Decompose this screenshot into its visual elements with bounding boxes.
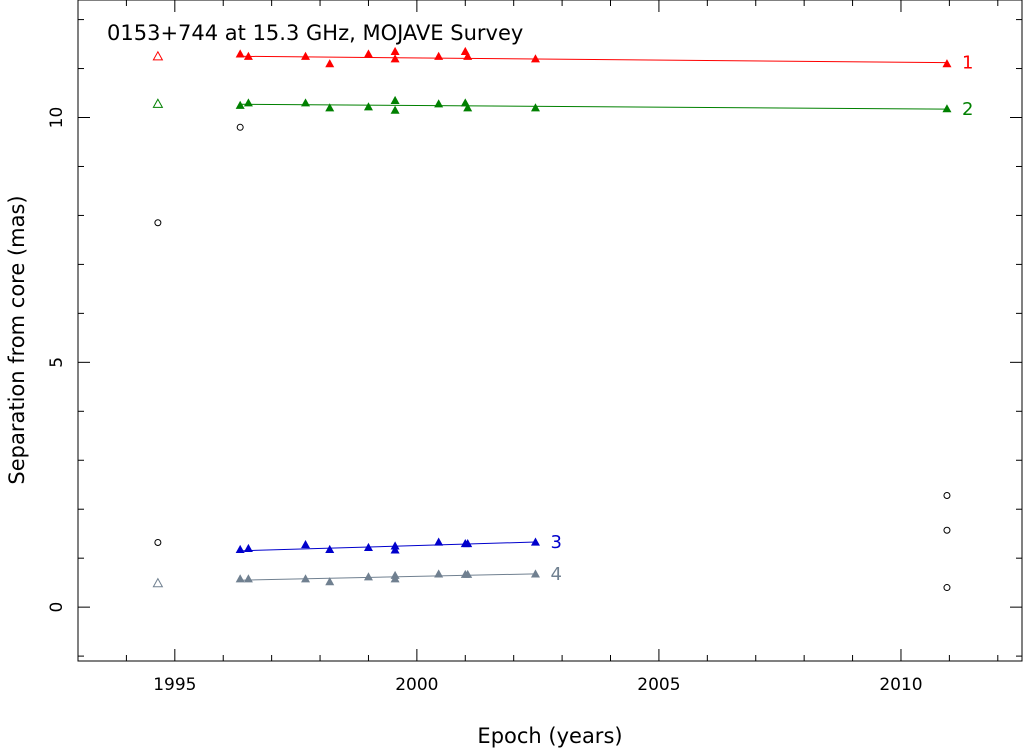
fit-lines: [240, 55, 947, 581]
point-series-1: [243, 51, 253, 60]
point-series-3: [363, 542, 373, 552]
point-series-1: [301, 51, 311, 60]
open-point-series-2: [152, 98, 164, 108]
point-series-2: [942, 104, 952, 113]
y-tick-label: 0: [47, 602, 67, 613]
open-circle-point: [236, 123, 244, 131]
point-series-4: [235, 574, 245, 583]
point-series-1: [235, 49, 245, 58]
point-series-4: [363, 572, 373, 581]
point-series-4: [301, 574, 311, 583]
chart-title: 0153+744 at 15.3 GHz, MOJAVE Survey: [107, 21, 523, 45]
point-series-2: [390, 95, 400, 104]
point-series-1: [530, 54, 540, 63]
data-markers: [152, 46, 952, 592]
point-series-3: [301, 539, 311, 549]
y-axis-label: Separation from core (mas): [5, 195, 29, 484]
series-label-2: 2: [962, 99, 973, 120]
series-labels: 1 2 3 4: [550, 53, 973, 585]
series-label-4: 4: [550, 564, 561, 585]
open-point-series-4: [152, 577, 164, 588]
x-tick-label: 1995: [153, 675, 196, 695]
point-series-2: [301, 98, 311, 107]
x-axis-label: Epoch (years): [477, 724, 622, 748]
open-point-series-1: [152, 50, 164, 61]
point-series-3: [390, 545, 400, 554]
fit-line-2: [240, 103, 947, 110]
point-series-2: [243, 98, 253, 107]
x-tick-label: 2005: [637, 675, 680, 695]
point-series-2: [235, 100, 245, 109]
fit-line-4: [240, 573, 536, 581]
point-series-3: [463, 538, 473, 548]
point-series-2: [390, 105, 400, 114]
point-series-2: [325, 103, 335, 112]
point-series-1: [325, 59, 335, 68]
x-tick-label: 2000: [395, 675, 438, 695]
axis-ticks: 1995 2000 2005 2010 0 5 10: [47, 0, 1022, 695]
point-series-4: [434, 569, 444, 578]
point-series-1: [463, 51, 473, 60]
point-series-3: [243, 543, 253, 552]
open-circle-point: [943, 492, 951, 500]
point-series-1: [434, 51, 444, 60]
point-series-2: [463, 103, 473, 112]
point-series-1: [390, 54, 400, 63]
series-label-1: 1: [962, 53, 973, 74]
point-series-3: [325, 544, 335, 553]
point-series-3: [434, 537, 444, 546]
point-series-2: [530, 103, 540, 112]
open-circle-point: [943, 526, 951, 534]
point-series-1: [363, 49, 373, 58]
plot-frame: [77, 0, 1023, 662]
fit-line-3: [240, 541, 536, 552]
fit-line-1: [240, 55, 947, 64]
point-series-3: [235, 544, 245, 553]
point-series-3: [530, 537, 540, 546]
open-circle-point: [154, 539, 162, 547]
point-series-1: [390, 46, 400, 56]
point-series-1: [942, 59, 952, 68]
point-series-2: [434, 99, 444, 108]
open-circle-point: [154, 219, 162, 227]
point-series-4: [530, 569, 540, 578]
x-tick-label: 2010: [879, 675, 922, 695]
y-tick-label: 5: [47, 357, 67, 368]
series-label-3: 3: [550, 532, 561, 553]
point-series-2: [363, 102, 373, 111]
y-tick-label: 10: [47, 107, 67, 129]
point-series-4: [325, 577, 335, 586]
point-series-4: [390, 574, 400, 583]
open-circle-point: [943, 584, 951, 592]
point-series-4: [463, 569, 473, 578]
point-series-4: [243, 574, 253, 583]
